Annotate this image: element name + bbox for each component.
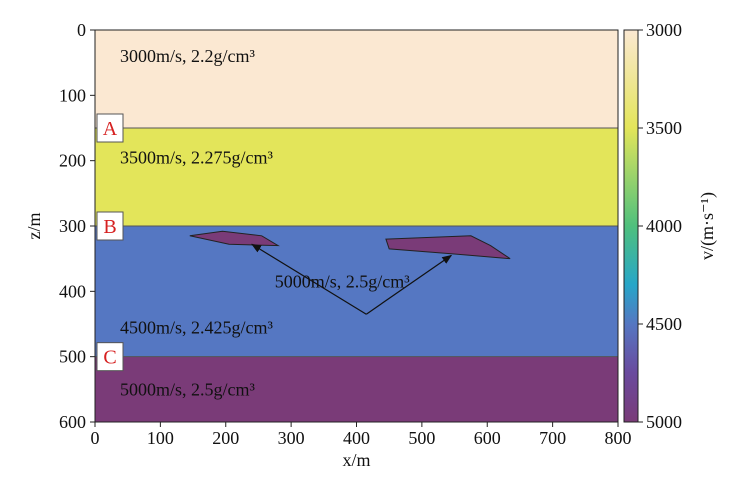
y-axis-title: z/m — [24, 213, 44, 240]
layer-marker-label: B — [103, 216, 116, 238]
layer-marker-label: A — [103, 118, 118, 140]
colorbar-title: v/(m·s⁻¹) — [697, 192, 718, 260]
x-tick-label: 500 — [408, 428, 435, 448]
x-tick-label: 0 — [91, 428, 100, 448]
anomaly-body — [189, 230, 280, 247]
anomaly-body — [385, 235, 511, 260]
colorbar-tick-label: 4500 — [646, 314, 682, 334]
layer-marker-label: C — [103, 347, 116, 369]
y-tick-label: 0 — [77, 20, 86, 40]
colorbar-tick-label: 5000 — [646, 412, 682, 432]
layer-band — [95, 128, 618, 226]
layer-label: 3000m/s, 2.2g/cm³ — [120, 46, 255, 66]
y-tick-label: 600 — [59, 412, 86, 432]
layer-marker-box — [96, 113, 124, 143]
layer-bands — [95, 30, 618, 422]
y-tick-label: 300 — [59, 216, 86, 236]
x-tick-label: 600 — [474, 428, 501, 448]
annotation-arrow — [251, 243, 367, 315]
x-axis-title: x/m — [342, 450, 370, 470]
anomaly-label: 5000m/s, 2.5g/cm³ — [275, 272, 410, 292]
x-tick-label: 300 — [278, 428, 305, 448]
layer-band — [95, 226, 618, 357]
layer-label: 4500m/s, 2.425g/cm³ — [120, 317, 273, 337]
colorbar-scale — [623, 29, 639, 423]
layer-marker-box — [96, 342, 124, 372]
x-tick-label: 800 — [605, 428, 632, 448]
colorbar-tick-label: 4000 — [646, 216, 682, 236]
colorbar-tick-label: 3500 — [646, 118, 682, 138]
x-axis: 0 100 200 300 400 500 600 700 800 — [91, 422, 632, 448]
layer-marker-box — [96, 211, 124, 241]
layer-label: 3500m/s, 2.275g/cm³ — [120, 147, 273, 167]
y-axis: 0 100 200 300 400 500 600 — [59, 20, 95, 432]
layer-band — [95, 30, 618, 128]
y-tick-label: 400 — [59, 281, 86, 301]
colorbar: 3000 3500 4000 4500 5000 — [623, 20, 682, 432]
x-tick-label: 200 — [212, 428, 239, 448]
x-tick-label: 100 — [147, 428, 174, 448]
y-tick-label: 500 — [59, 347, 86, 367]
layer-band — [95, 356, 618, 422]
colorbar-tick-label: 3000 — [646, 20, 682, 40]
layer-label: 5000m/s, 2.5g/cm³ — [120, 379, 255, 399]
x-tick-label: 700 — [539, 428, 566, 448]
x-tick-label: 400 — [343, 428, 370, 448]
y-tick-label: 100 — [59, 85, 86, 105]
y-tick-label: 200 — [59, 151, 86, 171]
annotation-arrow — [365, 254, 453, 315]
